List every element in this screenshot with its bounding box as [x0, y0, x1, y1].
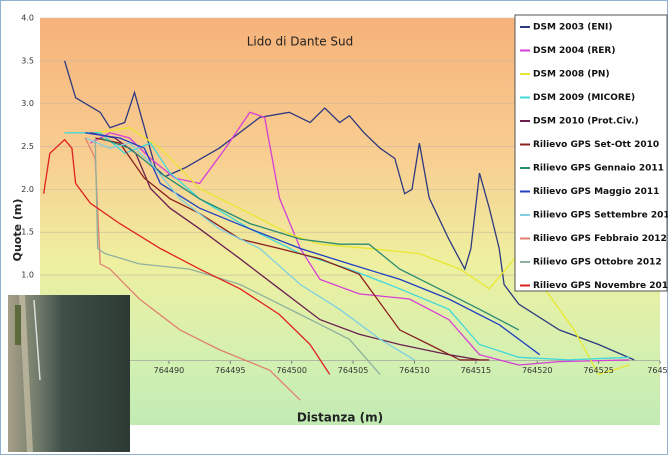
y-tick-label: 3.5 — [21, 56, 34, 65]
y-tick-label: 3.0 — [21, 99, 34, 108]
y-tick-label: 1.5 — [21, 228, 34, 237]
legend-label: Rilievo GPS Gennaio 2011 — [533, 164, 664, 174]
legend-label: Rilievo GPS Maggio 2011 — [533, 187, 659, 197]
x-tick-label: 764490 — [154, 366, 185, 375]
series-line — [89, 111, 630, 366]
x-tick-label: 764500 — [276, 366, 307, 375]
y-axis-label: Quote (m) — [11, 199, 24, 262]
y-tick-label: 2.0 — [21, 185, 34, 194]
legend: DSM 2003 (ENI) DSM 2004 (RER) DSM 2008 (PN… — [520, 23, 668, 291]
legend-label: Rilievo GPS Ottobre 2012 — [533, 258, 662, 268]
legend-label: Rilievo GPS Febbraio 2012 — [533, 234, 667, 244]
series-line — [85, 137, 415, 361]
y-tick-label: 2.5 — [21, 142, 34, 151]
inset-photo — [8, 294, 130, 453]
x-tick-label: 764510 — [399, 366, 430, 375]
x-tick-label: 764525 — [583, 366, 614, 375]
legend-label: DSM 2009 (MICORE) — [533, 93, 635, 103]
series-line — [94, 137, 381, 375]
legend-label: Rilievo GPS Novembre 2012 — [533, 281, 668, 291]
x-tick-label: 764515 — [461, 366, 492, 375]
legend-label: DSM 2003 (ENI) — [533, 23, 612, 33]
x-tick-label: 764495 — [215, 366, 246, 375]
legend-label: Rilievo GPS Set-Ott 2010 — [533, 140, 659, 150]
legend-label: DSM 2008 (PN) — [533, 70, 610, 80]
series-line — [85, 132, 541, 356]
lines — [43, 60, 635, 401]
y-tick-label: 1.0 — [21, 271, 34, 280]
y-tick-label: 4.0 — [21, 14, 34, 23]
chart-title: Lido di Dante Sud — [247, 35, 354, 49]
series-line — [95, 127, 630, 376]
series-line — [63, 60, 635, 361]
x-tick-label: 764520 — [522, 366, 553, 375]
ticks: 1.0 1.5 2.0 2.5 3.0 3.5 4.0 764490 764495 764500 7… — [21, 14, 668, 376]
x-tick-label: 764505 — [338, 366, 369, 375]
series-line — [95, 137, 490, 361]
x-axis-label: Distanza (m) — [297, 411, 383, 425]
legend-label: DSM 2004 (RER) — [533, 46, 615, 56]
legend-label: Rilievo GPS Settembre 2011 — [533, 211, 668, 221]
x-tick-label: 76453 — [647, 366, 668, 375]
legend-box — [514, 14, 668, 292]
legend-label: DSM 2010 (Prot.Civ.) — [533, 117, 639, 127]
series-line — [43, 138, 331, 375]
